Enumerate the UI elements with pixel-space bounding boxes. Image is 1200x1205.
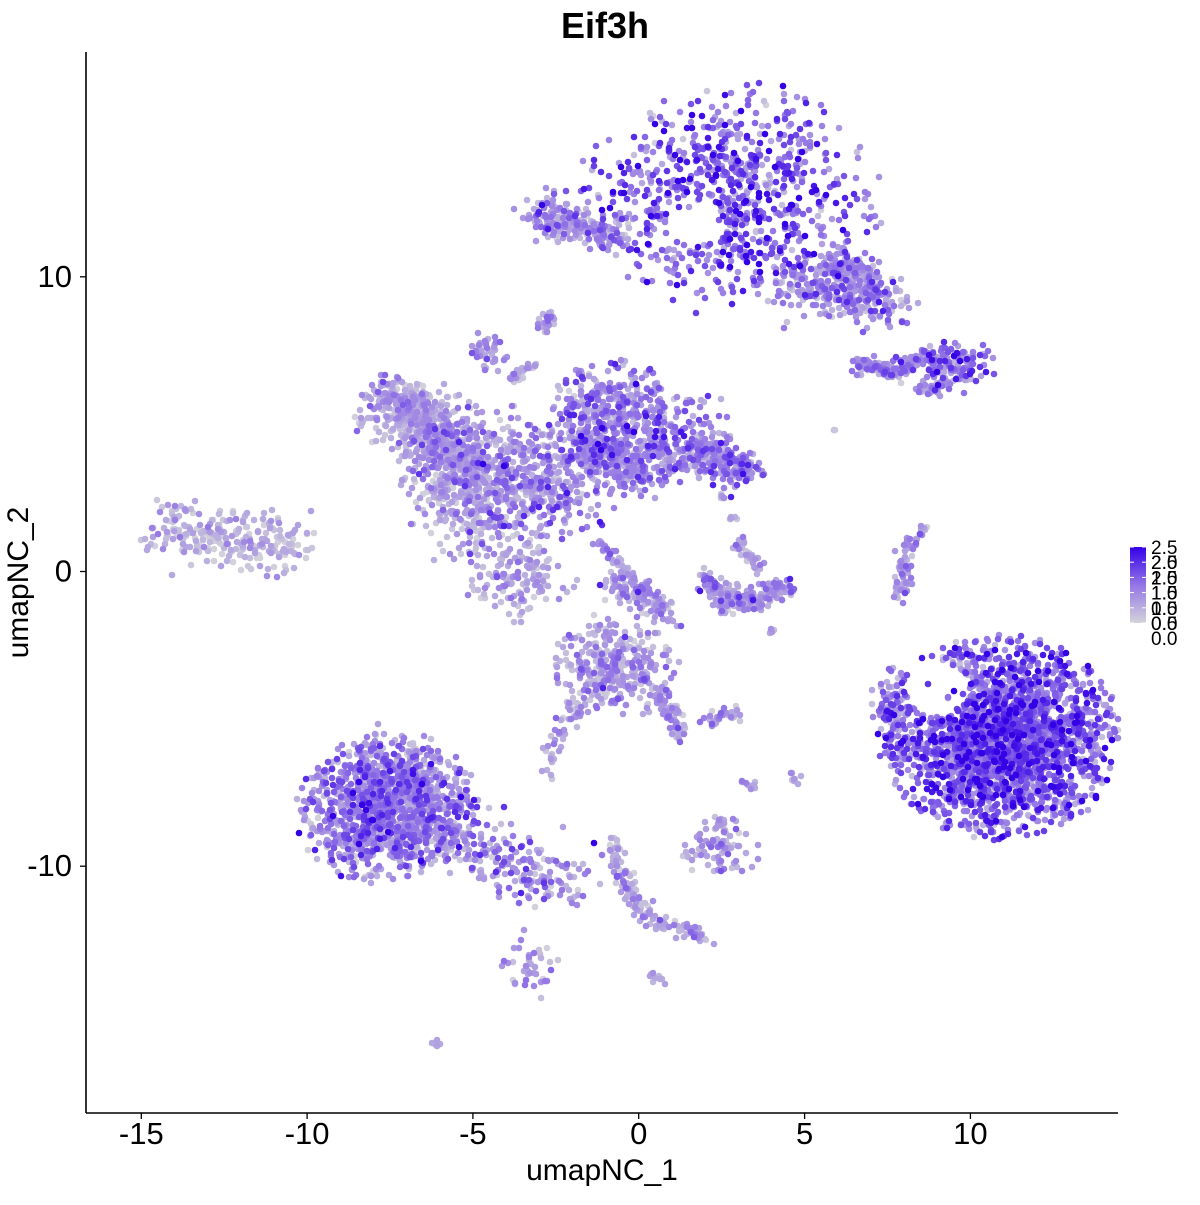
svg-text:Eif3h: Eif3h	[561, 5, 649, 46]
